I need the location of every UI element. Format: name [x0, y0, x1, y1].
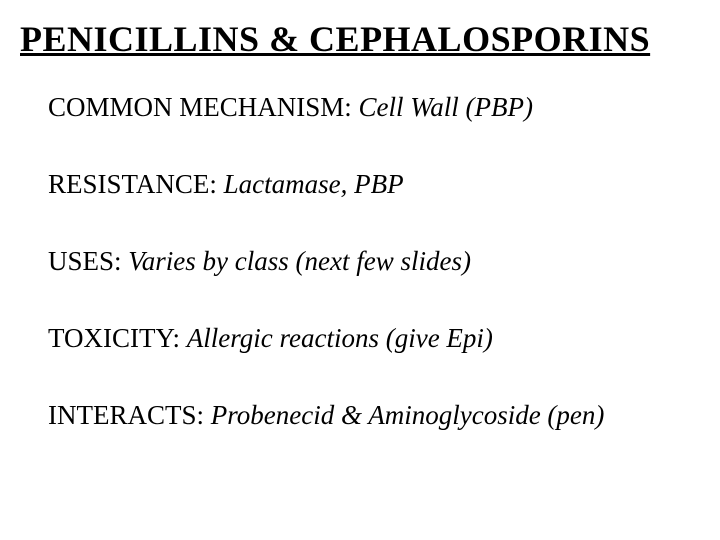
- item-value: Varies by class (next few slides): [128, 246, 471, 276]
- item-label: INTERACTS:: [48, 400, 211, 430]
- item-label: USES:: [48, 246, 128, 276]
- item-value: Lactamase, PBP: [224, 169, 404, 199]
- list-item: USES: Varies by class (next few slides): [20, 246, 700, 277]
- item-value: Probenecid & Aminoglycoside (pen): [211, 400, 605, 430]
- slide-title: PENICILLINS & CEPHALOSPORINS: [20, 18, 700, 60]
- item-label: TOXICITY:: [48, 323, 187, 353]
- list-item: TOXICITY: Allergic reactions (give Epi): [20, 323, 700, 354]
- list-item: RESISTANCE: Lactamase, PBP: [20, 169, 700, 200]
- item-label: RESISTANCE:: [48, 169, 224, 199]
- list-item: INTERACTS: Probenecid & Aminoglycoside (…: [20, 400, 700, 431]
- item-value: Cell Wall (PBP): [359, 92, 533, 122]
- list-item: COMMON MECHANISM: Cell Wall (PBP): [20, 92, 700, 123]
- item-label: COMMON MECHANISM:: [48, 92, 359, 122]
- item-value: Allergic reactions (give Epi): [187, 323, 493, 353]
